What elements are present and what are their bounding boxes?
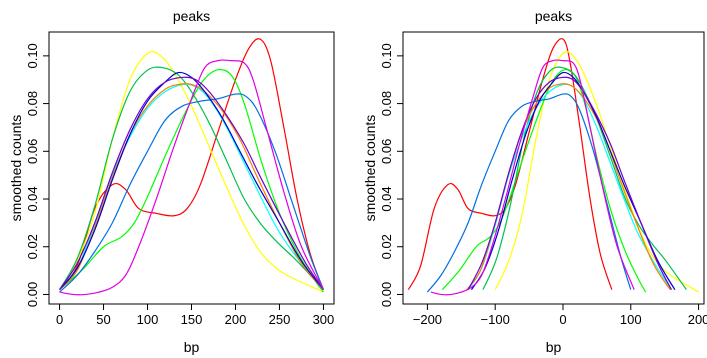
series-line-2 (494, 51, 699, 293)
x-tick-label: 150 (181, 312, 203, 327)
x-tick-label: 250 (269, 312, 291, 327)
x-tick-label: 0 (559, 312, 566, 327)
x-tick-label: 200 (688, 312, 707, 327)
series-line-1 (59, 38, 325, 291)
plot-frame (402, 31, 705, 305)
x-tick-label: 300 (313, 312, 335, 327)
series-line-1 (407, 38, 613, 290)
series-line-8 (59, 71, 324, 291)
series-line-6 (59, 83, 324, 291)
x-axis-label: bp (546, 339, 562, 355)
series-line-6 (466, 83, 671, 291)
series-line-9 (467, 76, 672, 290)
y-tick-label: 0.00 (25, 282, 40, 307)
series-line-7 (59, 93, 324, 293)
x-tick-label: 0 (56, 312, 63, 327)
series-line-8 (470, 71, 676, 291)
x-tick-label: 100 (137, 312, 159, 327)
series-line-2 (59, 51, 324, 293)
y-tick-label: 0.02 (379, 234, 394, 259)
series-line-4 (59, 66, 324, 291)
x-tick-label: −100 (481, 312, 510, 327)
y-tick-label: 0.06 (25, 139, 40, 164)
chart-title: peaks (173, 8, 210, 24)
series-line-10 (430, 59, 635, 296)
y-tick-label: 0.04 (379, 186, 394, 211)
x-tick-label: 50 (96, 312, 110, 327)
x-tick-label: 200 (225, 312, 247, 327)
y-tick-label: 0.00 (379, 282, 394, 307)
y-axis-label: smoothed counts (362, 115, 378, 222)
y-tick-label: 0.10 (25, 43, 40, 68)
series-line-5 (467, 83, 672, 291)
y-tick-label: 0.02 (25, 234, 40, 259)
y-tick-label: 0.08 (379, 91, 394, 116)
series-line-9 (59, 76, 324, 291)
chart-panel-1: 0 50 100 150 200 250 300 0.00 0.02 0.04 0.06 0.08 0.… (8, 8, 335, 355)
chart-panel-2: −200 −100 0 100 200 0.00 0.02 0.04 0.06 0.08 0.10 p… (362, 8, 707, 355)
x-axis-label: bp (184, 339, 200, 355)
y-tick-label: 0.08 (25, 91, 40, 116)
y-axis-label: smoothed counts (8, 115, 24, 222)
y-tick-label: 0.04 (25, 186, 40, 211)
chart-title: peaks (535, 8, 572, 24)
x-tick-label: −200 (413, 312, 442, 327)
series-line-5 (59, 83, 324, 291)
y-tick-label: 0.10 (379, 43, 394, 68)
x-tick-label: 100 (620, 312, 642, 327)
y-tick-label: 0.06 (379, 139, 394, 164)
series-line-10 (59, 59, 324, 296)
series-line-3 (59, 68, 324, 293)
